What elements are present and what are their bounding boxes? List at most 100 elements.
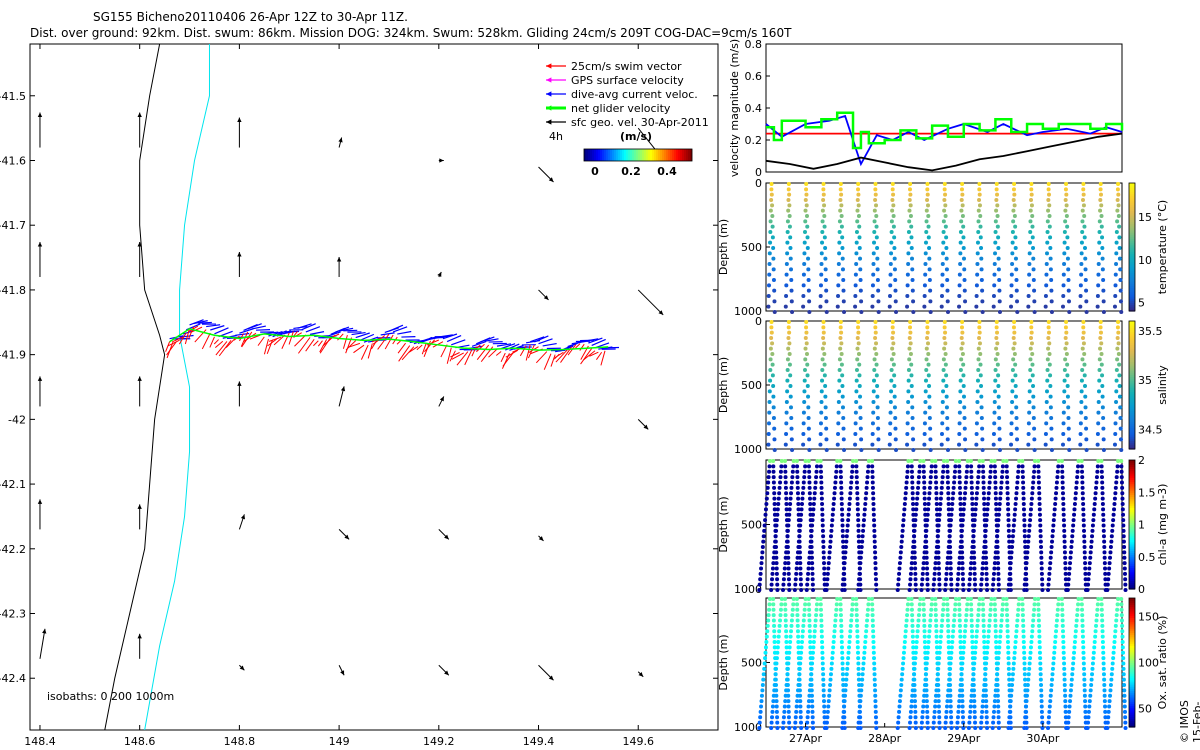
temperature-sample-point — [997, 288, 1002, 293]
temperature-sample-point — [1101, 299, 1106, 304]
dac-vector — [355, 332, 370, 339]
chla-colorbar-cell — [1129, 515, 1135, 519]
salinity-sample-point — [803, 357, 808, 362]
chla-sample-point — [830, 518, 835, 523]
chla-sample-point — [898, 555, 903, 560]
chla-sample-point — [1022, 523, 1027, 528]
temperature-sample-point — [939, 294, 944, 298]
chla-sample-point — [784, 502, 789, 506]
oxygen-sample-point — [1080, 623, 1085, 628]
chla-sample-point — [946, 502, 951, 506]
chla-sample-point — [985, 507, 990, 512]
oxygen-sample-point — [934, 640, 939, 644]
oxygen-sample-point — [909, 699, 914, 704]
sfc-vector-head — [548, 177, 554, 182]
chla-colorbar-cell — [1129, 472, 1135, 476]
temperature-colorbar-cell — [1129, 291, 1135, 295]
temperature-sample-point — [939, 304, 944, 309]
oxygen-sample-point — [795, 688, 800, 693]
chla-sample-point — [901, 523, 906, 528]
oxygen-sample-point — [970, 688, 975, 693]
oxygen-sample-point — [915, 634, 920, 639]
chla-sample-point — [965, 459, 970, 463]
chla-sample-point — [771, 459, 776, 463]
chla-sample-point — [1119, 464, 1124, 469]
oxygen-sample-point — [1054, 623, 1059, 628]
temperature-sample-point — [928, 299, 933, 304]
salinity-sample-point — [962, 426, 967, 431]
chla-sample-point — [821, 555, 826, 560]
chla-sample-point — [760, 550, 765, 555]
oxygen-sample-point — [1100, 623, 1105, 628]
oxygen-sample-point — [975, 618, 980, 623]
salinity-sample-point — [979, 416, 984, 420]
chla-sample-point — [1021, 480, 1026, 485]
chla-sample-point — [989, 459, 994, 463]
dac-vector — [297, 323, 312, 329]
salinity-sample-point — [821, 320, 826, 324]
swim-vector — [367, 343, 373, 359]
chla-sample-point — [996, 566, 1001, 571]
temperature-sample-point — [1044, 272, 1049, 277]
chla-sample-point — [1004, 464, 1009, 469]
chla-sample-point — [905, 475, 910, 480]
temperature-sample-point — [838, 182, 843, 186]
chla-sample-point — [934, 485, 939, 490]
salinity-sample-point — [1067, 448, 1072, 452]
salinity-sample-point — [945, 448, 950, 452]
oxygen-colorbar-cell — [1129, 686, 1135, 689]
salinity-sample-point — [786, 320, 791, 324]
chla-sample-point — [1113, 485, 1118, 490]
chla-sample-point — [850, 469, 855, 474]
temperature-colorbar-cell — [1129, 229, 1135, 233]
chla-sample-point — [1020, 475, 1025, 480]
legend-colorbar-cell — [622, 149, 625, 161]
chla-sample-point — [963, 480, 968, 485]
oxygen-sample-point — [1101, 650, 1106, 655]
oxygen-sample-point — [828, 672, 833, 677]
chla-sample-point — [962, 502, 967, 506]
oxygen-sample-point — [811, 726, 816, 730]
chla-sample-point — [1095, 464, 1100, 469]
temperature-sample-point — [1062, 240, 1067, 245]
salinity-sample-point — [1063, 357, 1068, 362]
chla-sample-point — [1047, 571, 1052, 576]
oxygen-sample-point — [1081, 640, 1086, 644]
oxygen-sample-point — [957, 607, 962, 612]
chla-colorbar-cell — [1129, 586, 1135, 590]
chla-sample-point — [1105, 588, 1110, 592]
chla-sample-point — [952, 475, 957, 480]
temperature-sample-point — [1048, 267, 1053, 272]
chla-sample-point — [922, 502, 927, 506]
oxygen-sample-point — [1070, 672, 1075, 677]
salinity-sample-point — [1066, 405, 1071, 410]
oxygen-sample-point — [1086, 720, 1091, 725]
chla-sample-point — [1060, 480, 1065, 485]
oxygen-sample-point — [971, 666, 976, 671]
chla-sample-point — [1028, 518, 1033, 523]
temperature-sample-point — [979, 278, 984, 282]
sfc-vector-head — [137, 112, 142, 118]
chla-sample-point — [1054, 491, 1059, 496]
salinity-sample-point — [927, 384, 932, 388]
oxygen-sample-point — [986, 634, 991, 639]
chla-sample-point — [1022, 534, 1027, 539]
oxygen-sample-point — [933, 602, 938, 607]
oxygen-sample-point — [937, 709, 942, 714]
oxygen-sample-point — [785, 677, 790, 682]
oxygen-sample-point — [866, 602, 871, 607]
salinity-colorbar-cell — [1129, 325, 1135, 328]
salinity-sample-point — [821, 336, 826, 340]
chla-sample-point — [910, 555, 915, 560]
chla-sample-point — [1027, 528, 1032, 533]
salinity-colorbar-cell — [1129, 410, 1135, 414]
chla-sample-point — [933, 464, 938, 469]
chla-sample-point — [806, 459, 811, 463]
chla-sample-point — [957, 485, 962, 490]
salinity-sample-point — [910, 416, 915, 420]
oxygen-sample-point — [1089, 683, 1094, 687]
chla-sample-point — [796, 507, 801, 512]
oxygen-sample-point — [917, 602, 922, 607]
oxygen-sample-point — [806, 699, 811, 704]
